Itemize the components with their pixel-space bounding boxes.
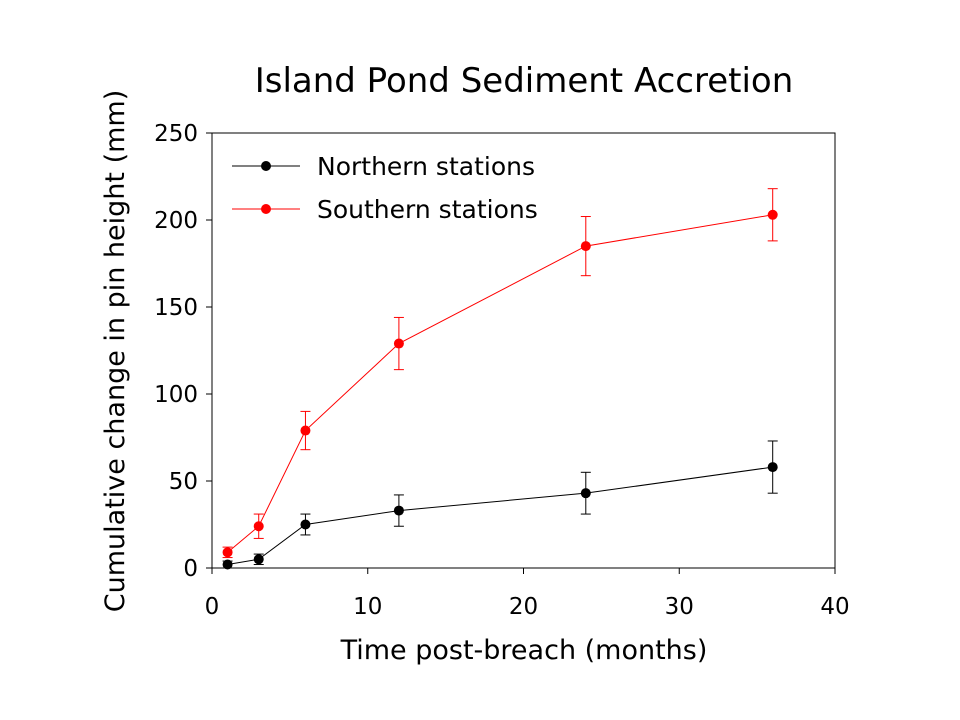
x-tick-label-3: 30 <box>665 594 694 620</box>
chart-title: Island Pond Sediment Accretion <box>255 61 794 101</box>
data-point-1-1 <box>253 521 264 532</box>
legend-marker-0 <box>261 161 271 171</box>
legend-marker-1 <box>261 204 271 214</box>
y-tick-label-5: 250 <box>154 121 198 147</box>
x-tick-label-1: 10 <box>353 594 382 620</box>
y-tick-label-1: 50 <box>169 469 198 495</box>
data-point-1-2 <box>300 425 311 436</box>
legend-label-1: Southern stations <box>317 195 538 224</box>
y-tick-label-4: 200 <box>154 208 198 234</box>
y-tick-label-0: 0 <box>183 556 198 582</box>
data-point-0-5 <box>767 462 778 473</box>
series-line-0 <box>227 466 773 566</box>
series-line-1 <box>227 214 773 553</box>
x-tick-label-0: 0 <box>205 594 220 620</box>
data-point-0-4 <box>580 488 591 499</box>
series-0 <box>222 440 778 570</box>
data-point-0-1 <box>253 554 264 565</box>
y-tick-label-2: 100 <box>154 382 198 408</box>
series-1 <box>222 188 778 559</box>
axis-ticks: 0 10 20 30 40 0 50 100 150 200 250 <box>154 121 850 620</box>
series-layer <box>222 188 778 570</box>
x-axis-title: Time post-breach (months) <box>340 635 708 666</box>
data-point-0-3 <box>393 505 404 516</box>
data-point-1-3 <box>393 338 404 349</box>
y-axis-title: Cumulative change in pin height (mm) <box>100 90 131 612</box>
data-point-1-4 <box>580 241 591 252</box>
x-tick-label-4: 40 <box>820 594 849 620</box>
legend-label-0: Northern stations <box>317 152 535 181</box>
x-tick-label-2: 20 <box>509 594 538 620</box>
legend: Northern stations Southern stations <box>232 152 538 224</box>
y-tick-label-3: 150 <box>154 295 198 321</box>
data-point-1-0 <box>222 547 233 558</box>
data-point-0-0 <box>222 559 233 570</box>
data-point-0-2 <box>300 519 311 530</box>
data-point-1-5 <box>767 209 778 220</box>
